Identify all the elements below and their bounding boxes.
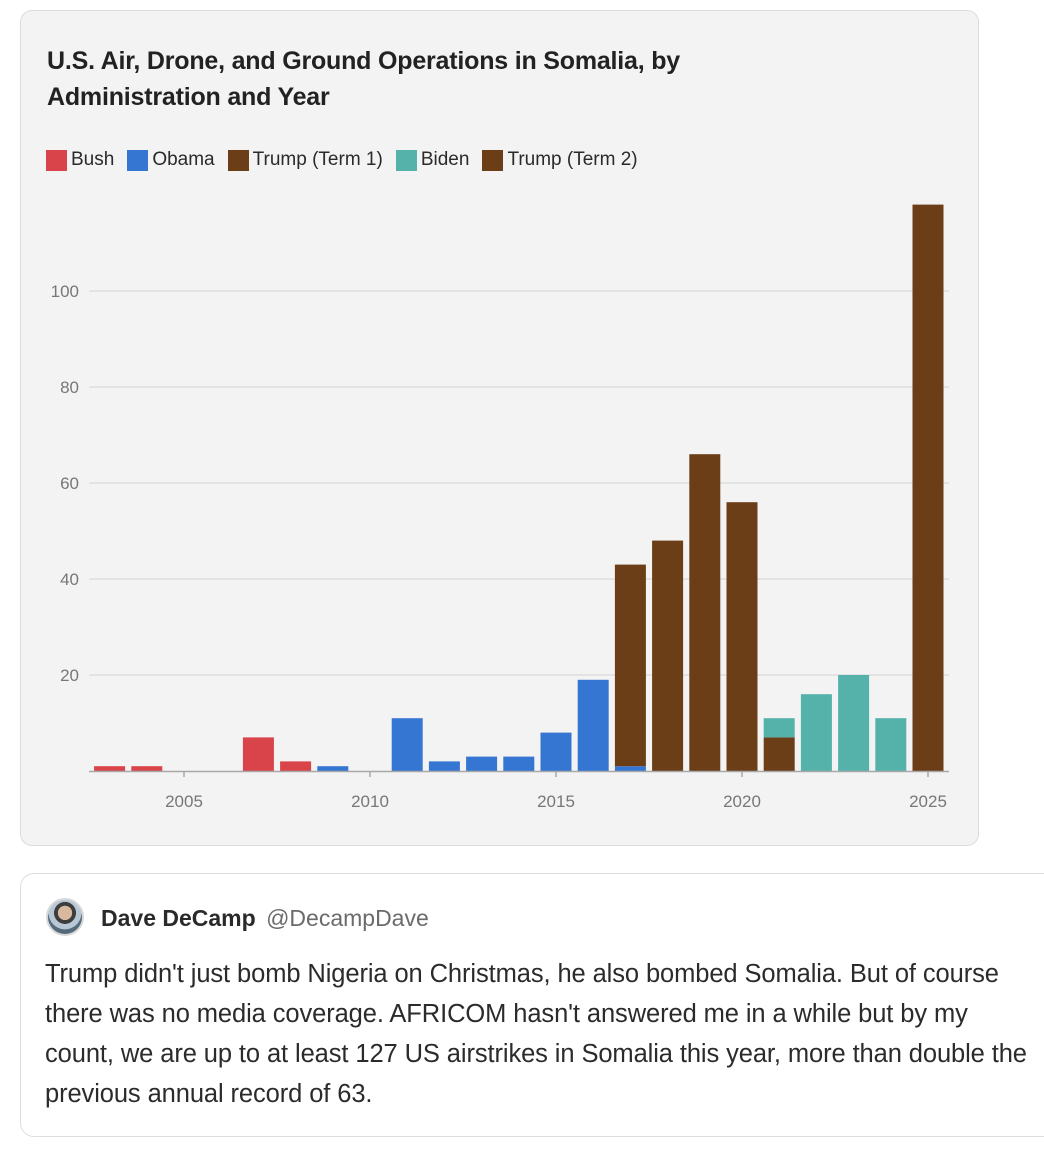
gridlines bbox=[89, 290, 949, 676]
x-tick-label: 2015 bbox=[537, 792, 575, 811]
legend-swatch-bush bbox=[46, 149, 67, 171]
chart-title: U.S. Air, Drone, and Ground Operations i… bbox=[47, 47, 681, 111]
legend-item-trump-term-2[interactable]: Trump (Term 2) bbox=[482, 149, 638, 171]
bar-trump-term-1-2017[interactable] bbox=[614, 564, 646, 767]
y-axis-ticks: 20 40 60 80 100 bbox=[51, 282, 79, 685]
bar-bush-2004[interactable] bbox=[131, 766, 163, 771]
bar-chart-plot: 20 40 60 80 100 2005 2010 2015 2020 2025 bbox=[51, 204, 949, 811]
y-tick-label: 100 bbox=[51, 282, 79, 301]
chart-legend: Bush Obama Trump (Term 1) Biden Trump (T… bbox=[46, 149, 651, 171]
bar-biden-2024[interactable] bbox=[875, 718, 907, 771]
bars bbox=[94, 204, 944, 772]
bar-obama-2016[interactable] bbox=[577, 679, 609, 771]
bar-biden-2021[interactable] bbox=[763, 718, 795, 738]
bar-trump-term-1-2021[interactable] bbox=[763, 737, 795, 771]
y-tick-label: 20 bbox=[60, 666, 79, 685]
bar-obama-2012[interactable] bbox=[428, 761, 460, 771]
tweet-header: Dave DeCamp @DecampDave bbox=[101, 904, 429, 932]
avatar[interactable] bbox=[46, 898, 84, 936]
y-tick-label: 60 bbox=[60, 474, 79, 493]
legend-swatch-obama bbox=[127, 149, 149, 171]
bar-bush-2008[interactable] bbox=[280, 761, 312, 771]
tweet-text: Trump didn't just bomb Nigeria on Christ… bbox=[45, 960, 1027, 1108]
bar-obama-2013[interactable] bbox=[466, 756, 498, 771]
bar-trump-term-1-2019[interactable] bbox=[689, 454, 721, 771]
legend-label: Trump (Term 1) bbox=[252, 149, 383, 170]
bar-trump-term-2-2025[interactable] bbox=[912, 204, 944, 772]
legend-label: Biden bbox=[420, 149, 470, 170]
x-axis bbox=[89, 770, 949, 777]
legend-label: Obama bbox=[152, 149, 215, 170]
y-tick-label: 40 bbox=[60, 570, 79, 589]
bar-obama-2009[interactable] bbox=[317, 766, 349, 771]
legend-label: Bush bbox=[71, 149, 115, 170]
bar-biden-2022[interactable] bbox=[800, 694, 832, 771]
legend-item-trump-term-1[interactable]: Trump (Term 1) bbox=[227, 149, 383, 171]
legend-item-obama[interactable]: Obama bbox=[127, 149, 215, 171]
x-tick-label: 2010 bbox=[351, 792, 389, 811]
bar-obama-2011[interactable] bbox=[391, 718, 423, 771]
legend-swatch-trump-term-2 bbox=[482, 149, 504, 171]
legend-swatch-trump-term-1 bbox=[227, 149, 249, 171]
bar-bush-2003[interactable] bbox=[94, 766, 126, 771]
x-tick-label: 2005 bbox=[165, 792, 203, 811]
chart-card: U.S. Air, Drone, and Ground Operations i… bbox=[20, 10, 979, 846]
legend-label: Trump (Term 2) bbox=[507, 149, 638, 170]
x-tick-label: 2025 bbox=[909, 792, 947, 811]
bar-bush-2007[interactable] bbox=[242, 737, 274, 771]
quoted-tweet-card[interactable]: Dave DeCamp @DecampDave Trump didn't jus… bbox=[20, 873, 1044, 1137]
tweet-author-handle[interactable]: @DecampDave bbox=[266, 905, 429, 931]
legend-item-bush[interactable]: Bush bbox=[46, 149, 114, 171]
bar-biden-2023[interactable] bbox=[838, 675, 870, 771]
x-axis-ticks: 2005 2010 2015 2020 2025 bbox=[165, 792, 947, 811]
legend-swatch-biden bbox=[395, 149, 417, 171]
bar-trump-term-1-2018[interactable] bbox=[652, 540, 684, 771]
x-tick-label: 2020 bbox=[723, 792, 761, 811]
bar-trump-term-1-2020[interactable] bbox=[726, 502, 758, 771]
y-tick-label: 80 bbox=[60, 378, 79, 397]
bar-obama-2014[interactable] bbox=[503, 756, 535, 771]
bar-obama-2015[interactable] bbox=[540, 732, 572, 771]
tweet-author-name[interactable]: Dave DeCamp bbox=[101, 905, 256, 931]
legend-item-biden[interactable]: Biden bbox=[395, 149, 470, 171]
bar-obama-2017[interactable] bbox=[614, 766, 646, 771]
